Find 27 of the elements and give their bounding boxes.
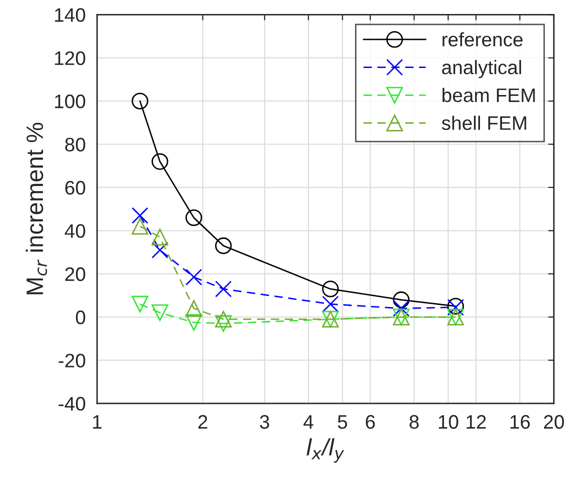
x-tick-label: 16: [510, 415, 530, 429]
x-tick-label: 8: [410, 415, 419, 429]
y-tick-label: 80: [65, 138, 86, 152]
x-tick-label: 3: [260, 415, 270, 429]
x-tick-label: 12: [466, 415, 486, 429]
y-tick-label: 40: [64, 224, 86, 238]
legend-label: shell FEM: [442, 116, 526, 130]
y-tick-label: 140: [55, 8, 86, 22]
x-tick-label: 10: [438, 415, 458, 429]
y-tick-label: -40: [58, 396, 86, 411]
y-axis-title: M$_{cr}$ increment %: [26, 122, 48, 294]
y-tick-label: 100: [55, 94, 86, 108]
x-tick-label: 20: [544, 415, 564, 429]
legend-label: beam FEM: [442, 88, 535, 102]
y-tick-label: 60: [65, 180, 86, 195]
x-tick-label: 2: [198, 415, 208, 429]
x-tick-label: 5: [338, 415, 348, 429]
y-tick-label: 0: [76, 310, 86, 324]
legend-label: analytical: [442, 60, 522, 78]
x-tick-label: 4: [303, 415, 314, 429]
x-tick-label: 1: [93, 415, 102, 429]
y-tick-label: 20: [65, 267, 86, 282]
x-tick-label: 6: [366, 415, 375, 429]
legend-label: reference: [442, 32, 523, 46]
y-tick-label: 120: [55, 51, 86, 66]
y-tick-label: -20: [58, 354, 86, 368]
x-axis-title: l$_{x}$/l$_{y}$: [306, 438, 344, 463]
